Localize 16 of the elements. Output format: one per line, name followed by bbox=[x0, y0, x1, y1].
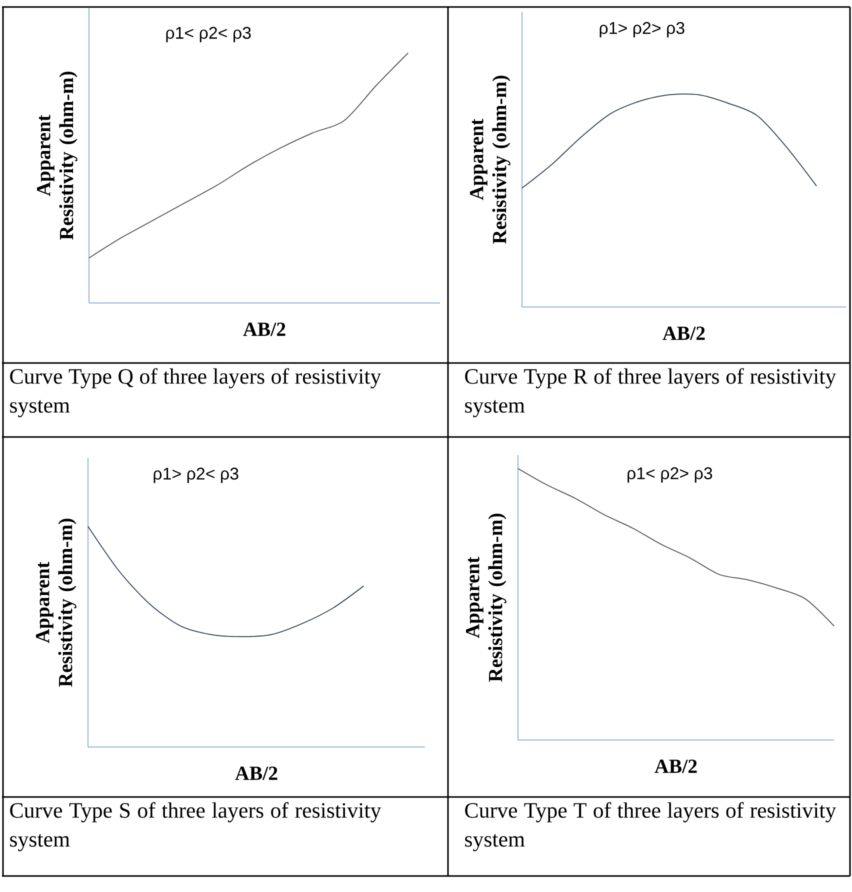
x-axis-title: AB/2 bbox=[235, 766, 278, 780]
text: ρ1< ρ2< ρ3 bbox=[166, 26, 251, 42]
text: Curve Type R of three layers of resistivity system bbox=[465, 368, 836, 418]
x-axis-title: AB/2 bbox=[243, 322, 286, 336]
x-axis-title: AB/2 bbox=[662, 326, 705, 340]
x-axis-title: AB/2 bbox=[654, 760, 697, 774]
text: Curve Type Q of three layers of resistivity system bbox=[10, 368, 382, 418]
y-axis-title: Apparent Resistivity (ohm-m) bbox=[466, 514, 506, 682]
y-axis-title: Apparent Resistivity (ohm-m) bbox=[36, 518, 76, 687]
text: ρ1> ρ2< ρ3 bbox=[154, 468, 238, 483]
text: ρ1> ρ2> ρ3 bbox=[600, 22, 684, 38]
text: Curve Type S of three layers of resistivity system bbox=[10, 802, 382, 852]
text: Curve Type T of three layers of resistivity system bbox=[465, 802, 836, 852]
y-axis-title: Apparent Resistivity (ohm-m) bbox=[36, 72, 78, 240]
annotation: ρ1< ρ2> ρ3 bbox=[628, 467, 712, 483]
y-axis-title: Apparent Resistivity (ohm-m) bbox=[470, 76, 510, 244]
